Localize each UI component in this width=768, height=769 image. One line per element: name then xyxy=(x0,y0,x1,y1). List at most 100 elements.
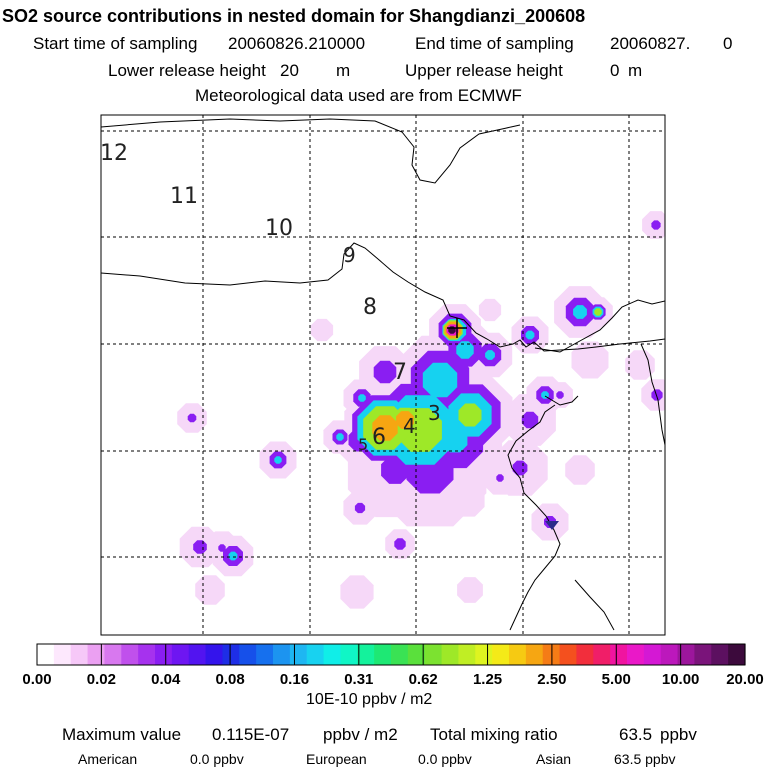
colorbar-swatch xyxy=(627,644,645,665)
plume-contour xyxy=(521,411,539,429)
colorbar-swatch xyxy=(610,644,628,665)
contour-label: 5 xyxy=(358,435,368,454)
plume-contour xyxy=(228,551,238,561)
colorbar-swatch xyxy=(374,644,392,665)
colorbar xyxy=(36,643,746,666)
colorbar-swatch xyxy=(273,644,291,665)
end-time-label: End time of sampling xyxy=(415,34,574,53)
plume-halo xyxy=(310,318,334,342)
colorbar-swatch xyxy=(171,644,190,665)
colorbar-swatch xyxy=(37,644,55,665)
colorbar-swatch xyxy=(340,644,358,665)
plume-contour xyxy=(651,220,661,230)
meteorological-data-note: Meteorological data used are from ECMWF xyxy=(195,86,522,105)
colorbar-swatch xyxy=(391,644,409,665)
maximum-value-label: Maximum value xyxy=(62,725,182,744)
upper-release-height-label: Upper release height xyxy=(405,61,563,80)
colorbar-swatch xyxy=(492,644,510,665)
coastline-lower xyxy=(640,343,665,446)
plume-contour xyxy=(373,360,397,384)
colorbar-swatch xyxy=(677,644,696,665)
colorbar-tick-label: 0.08 xyxy=(215,671,244,688)
colorbar-unit-label: 10E-10 ppbv / m2 xyxy=(306,691,433,708)
lower-release-height-unit: m xyxy=(336,61,351,80)
colorbar-swatch xyxy=(458,644,476,665)
plume-contour xyxy=(556,391,564,399)
plume-contour xyxy=(496,474,504,482)
contour-label: 3 xyxy=(428,401,441,425)
plume-contour xyxy=(218,544,226,552)
plume-contour xyxy=(651,389,663,401)
colorbar-swatch xyxy=(188,644,207,665)
american-value: 0.0 ppbv xyxy=(190,751,244,767)
contour-label: 8 xyxy=(363,295,377,320)
colorbar-swatch xyxy=(222,644,240,665)
plume-contour xyxy=(442,427,468,453)
asian-value: 63.5 ppbv xyxy=(614,751,676,767)
colorbar-swatch xyxy=(155,644,173,665)
colorbar-swatch xyxy=(289,644,308,665)
contour-label: 6 xyxy=(372,425,386,450)
plume-halo xyxy=(565,455,595,485)
american-label: American xyxy=(78,751,138,767)
colorbar-swatch xyxy=(694,644,712,665)
colorbar-tick-label: 0.16 xyxy=(280,671,309,688)
contour-label: 10 xyxy=(265,216,293,241)
colorbar-tick-label: 1.25 xyxy=(473,671,502,688)
total-mixing-ratio-unit: ppbv xyxy=(660,725,697,744)
lower-release-height-label: Lower release height xyxy=(108,61,266,80)
coastline-southeast xyxy=(574,579,615,631)
plume-contour xyxy=(381,456,409,484)
colorbar-swatch xyxy=(407,644,426,665)
colorbar-swatch xyxy=(728,644,746,665)
colorbar-swatch xyxy=(121,644,139,665)
end-time-value: 20060827. xyxy=(610,34,691,53)
plume-contour xyxy=(396,411,414,429)
colorbar-swatch xyxy=(593,644,611,665)
coastline-south xyxy=(507,404,561,631)
coastline-peninsula xyxy=(544,395,579,406)
lower-release-height-value: 20 xyxy=(280,61,299,80)
colorbar-swatch xyxy=(576,644,594,665)
colorbar-tick-label: 0.00 xyxy=(22,671,51,688)
end-time-suffix: 0 xyxy=(723,34,733,53)
colorbar-swatch xyxy=(509,644,527,665)
colorbar-swatch xyxy=(475,644,493,665)
start-time-value: 20060826.210000 xyxy=(228,34,366,53)
chart-title: SO2 source contributions in nested domai… xyxy=(2,6,586,26)
colorbar-swatch xyxy=(205,644,224,665)
total-mixing-ratio-label: Total mixing ratio xyxy=(430,725,558,744)
plume-contour xyxy=(485,350,495,360)
plume-contour xyxy=(372,415,398,441)
colorbar-tick-label: 10.00 xyxy=(662,671,700,688)
contour-label: 4 xyxy=(403,414,416,438)
contour-label: 9 xyxy=(343,243,356,267)
plume-halo xyxy=(457,577,483,603)
colorbar-swatch xyxy=(256,644,274,665)
plume-contour xyxy=(594,308,602,316)
colorbar-tick-label: 0.62 xyxy=(409,671,438,688)
asian-label: Asian xyxy=(536,751,572,767)
plume-contour xyxy=(193,540,207,554)
maximum-value-unit: ppbv / m2 xyxy=(323,725,398,744)
colorbar-swatch xyxy=(711,644,729,665)
plume-contour xyxy=(573,305,587,319)
colorbar-swatch xyxy=(87,644,106,665)
plume-contour xyxy=(336,433,344,441)
plume-contour xyxy=(394,538,406,550)
coastline-layer xyxy=(101,118,665,631)
maximum-value: 0.115E-07 xyxy=(212,725,290,744)
colorbar-swatch xyxy=(239,644,257,665)
grid-layer xyxy=(101,115,665,635)
plume-contour xyxy=(422,362,458,398)
colorbar-tick-label: 5.00 xyxy=(602,671,631,688)
colorbar-swatch xyxy=(559,644,578,665)
contour-label: 7 xyxy=(393,360,407,385)
contour-label: 12 xyxy=(100,141,128,166)
european-value: 0.0 ppbv xyxy=(418,751,472,767)
colorbar-swatch xyxy=(525,644,544,665)
plume-contour xyxy=(358,394,366,402)
plume-contour xyxy=(525,330,535,340)
plume-contour xyxy=(354,502,366,514)
